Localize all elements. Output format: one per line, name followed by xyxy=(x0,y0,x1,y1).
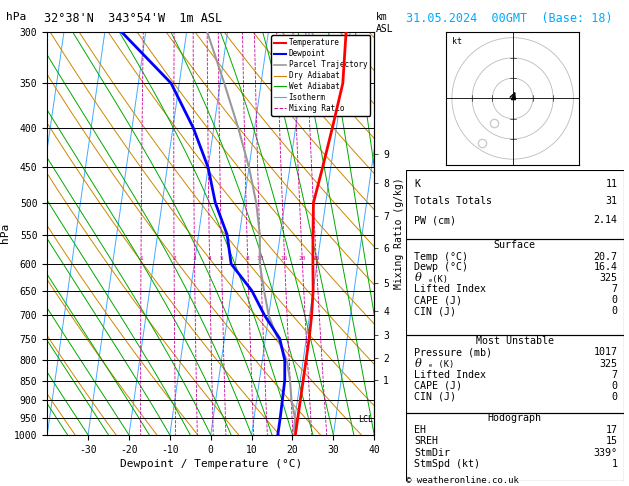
Text: 0: 0 xyxy=(611,381,618,391)
Bar xyxy=(406,239,624,335)
Text: 2: 2 xyxy=(172,256,176,260)
Text: CAPE (J): CAPE (J) xyxy=(415,381,462,391)
Text: ₑ (K): ₑ (K) xyxy=(428,360,454,369)
Text: 0: 0 xyxy=(611,295,618,305)
Text: Lifted Index: Lifted Index xyxy=(415,284,486,294)
Text: 20.7: 20.7 xyxy=(593,252,618,261)
Text: 3: 3 xyxy=(192,256,196,260)
Bar xyxy=(406,170,624,239)
Text: EH: EH xyxy=(415,425,426,435)
Text: 2.14: 2.14 xyxy=(593,215,618,226)
Text: hPa: hPa xyxy=(6,12,26,22)
Text: 339°: 339° xyxy=(593,448,618,458)
Text: 1: 1 xyxy=(611,459,618,469)
Text: 1: 1 xyxy=(139,256,143,260)
Text: CIN (J): CIN (J) xyxy=(415,392,457,401)
Text: 25: 25 xyxy=(313,256,320,260)
Bar xyxy=(406,335,624,413)
Text: CAPE (J): CAPE (J) xyxy=(415,295,462,305)
Text: Pressure (mb): Pressure (mb) xyxy=(415,347,493,357)
Text: 1017: 1017 xyxy=(593,347,618,357)
Text: 31: 31 xyxy=(606,196,618,206)
Text: SREH: SREH xyxy=(415,436,438,446)
Text: 0: 0 xyxy=(611,306,618,316)
Text: ₑ(K): ₑ(K) xyxy=(428,275,448,284)
Legend: Temperature, Dewpoint, Parcel Trajectory, Dry Adiabat, Wet Adiabat, Isotherm, Mi: Temperature, Dewpoint, Parcel Trajectory… xyxy=(271,35,370,116)
Text: θ: θ xyxy=(415,273,421,283)
Text: StmSpd (kt): StmSpd (kt) xyxy=(415,459,481,469)
Text: 11: 11 xyxy=(606,179,618,189)
Text: LCL: LCL xyxy=(359,415,374,424)
Text: 325: 325 xyxy=(599,273,618,283)
Text: K: K xyxy=(415,179,420,189)
Text: 10: 10 xyxy=(257,256,264,260)
Text: StmDir: StmDir xyxy=(415,448,450,458)
Text: 32°38'N  343°54'W  1m ASL: 32°38'N 343°54'W 1m ASL xyxy=(44,12,222,25)
Text: Temp (°C): Temp (°C) xyxy=(415,252,469,261)
Text: 0: 0 xyxy=(611,392,618,401)
Text: CIN (J): CIN (J) xyxy=(415,306,457,316)
Text: kt: kt xyxy=(452,37,462,46)
Text: Most Unstable: Most Unstable xyxy=(476,335,554,346)
Text: 17: 17 xyxy=(606,425,618,435)
Text: 7: 7 xyxy=(611,370,618,380)
Text: ASL: ASL xyxy=(376,24,393,35)
Text: 325: 325 xyxy=(599,359,618,368)
X-axis label: Dewpoint / Temperature (°C): Dewpoint / Temperature (°C) xyxy=(120,459,302,469)
Text: 5: 5 xyxy=(220,256,223,260)
Text: 31.05.2024  00GMT  (Base: 18): 31.05.2024 00GMT (Base: 18) xyxy=(406,12,612,25)
Text: km: km xyxy=(376,12,387,22)
Text: Totals Totals: Totals Totals xyxy=(415,196,493,206)
Text: 15: 15 xyxy=(606,436,618,446)
Text: Dewp (°C): Dewp (°C) xyxy=(415,262,469,273)
Text: θ: θ xyxy=(415,359,421,368)
Text: 7: 7 xyxy=(611,284,618,294)
Text: PW (cm): PW (cm) xyxy=(415,215,457,226)
Bar xyxy=(406,413,624,481)
Text: © weatheronline.co.uk: © weatheronline.co.uk xyxy=(406,476,518,485)
Text: 15: 15 xyxy=(281,256,288,260)
Text: Hodograph: Hodograph xyxy=(488,413,542,423)
Text: 16.4: 16.4 xyxy=(593,262,618,273)
Text: 4: 4 xyxy=(208,256,211,260)
Text: 8: 8 xyxy=(246,256,250,260)
Y-axis label: hPa: hPa xyxy=(0,223,10,243)
Text: 20: 20 xyxy=(298,256,306,260)
Text: Surface: Surface xyxy=(494,240,536,250)
Text: Lifted Index: Lifted Index xyxy=(415,370,486,380)
Text: Mixing Ratio (g/kg): Mixing Ratio (g/kg) xyxy=(394,177,404,289)
